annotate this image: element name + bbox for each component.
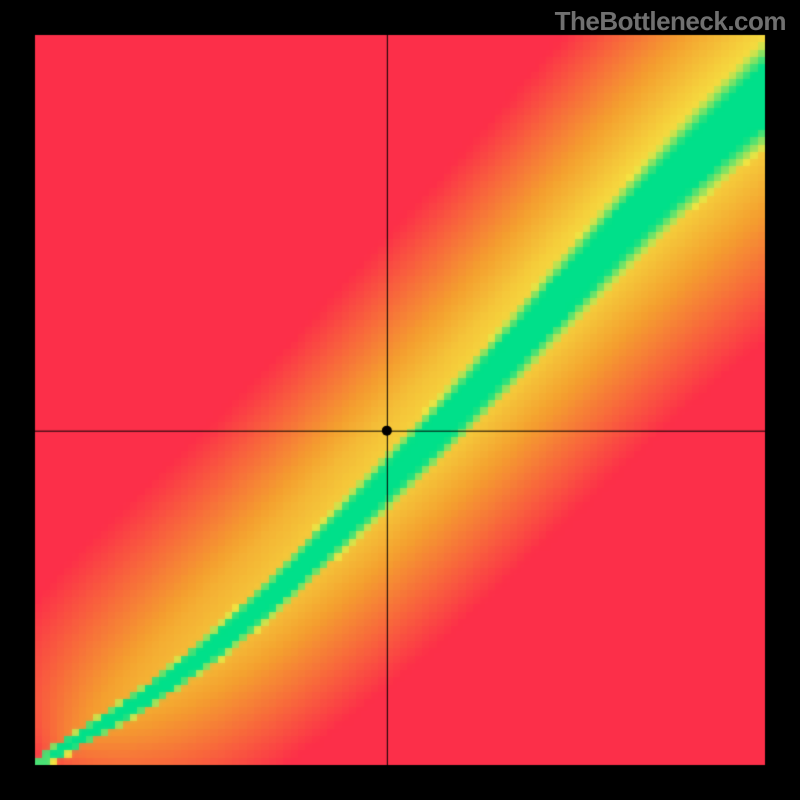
bottleneck-heatmap <box>0 0 800 800</box>
watermark-text: TheBottleneck.com <box>555 6 786 37</box>
